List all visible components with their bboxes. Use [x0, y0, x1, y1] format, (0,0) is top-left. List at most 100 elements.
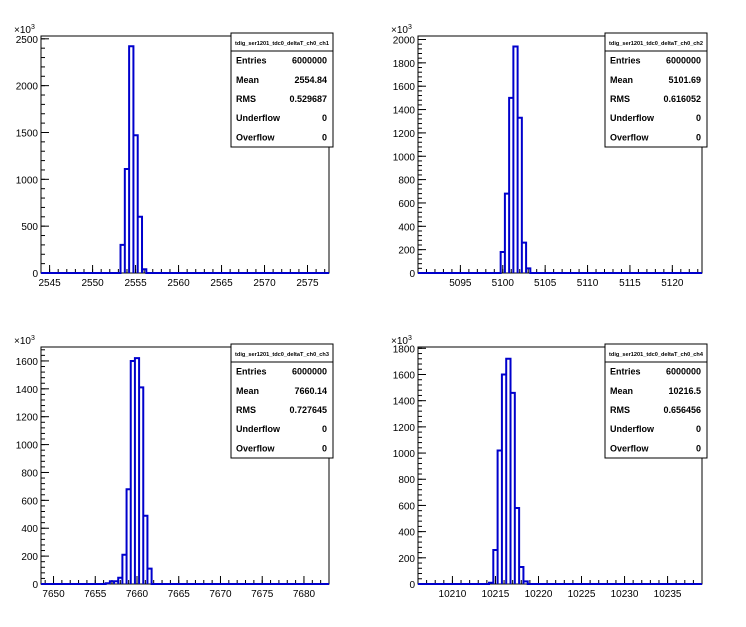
y-tick-label: 0: [409, 580, 415, 591]
y-tick-label: 0: [32, 269, 38, 280]
x-tick-label: 10235: [654, 589, 682, 600]
y-tick-label: 1000: [393, 152, 416, 163]
stats-value: 0.529687: [289, 94, 327, 104]
y-tick-label: 1200: [16, 413, 39, 424]
stats-label: Overflow: [610, 443, 650, 453]
stats-label: RMS: [610, 94, 630, 104]
y-tick-label: 400: [398, 222, 415, 233]
y-tick-label: 800: [398, 475, 415, 486]
y-exponent-label: ×103: [391, 335, 412, 347]
stats-value: 0: [322, 132, 327, 142]
stats-label: Underflow: [610, 424, 655, 434]
histogram-panel-1: 2545 2550 2555 2560 2565 2570 2575 0 500 1000 1500…: [14, 24, 334, 289]
y-tick-label: 600: [21, 496, 38, 507]
stats-box: tdig_ser1201_tdc0_deltaT_ch0_ch4 Entries 6…: [604, 343, 708, 459]
x-tick-label: 7655: [84, 589, 107, 600]
y-tick-label: 1800: [393, 59, 416, 70]
stats-label: Mean: [610, 75, 633, 85]
x-tick-label: 10220: [525, 589, 553, 600]
stats-value: 6000000: [666, 367, 701, 377]
x-tick-label: 10225: [568, 589, 596, 600]
y-tick-label: 1600: [393, 370, 416, 381]
histogram-series-line: [418, 45, 702, 274]
stats-value: 0: [322, 443, 327, 453]
x-tick-label: 2570: [253, 278, 276, 289]
y-tick-label: 2500: [16, 35, 39, 46]
x-tick-label: 5095: [449, 278, 472, 289]
y-tick-label: 1000: [16, 441, 39, 452]
y-exponent-label: ×103: [391, 24, 412, 36]
histogram-panel-4: 10210 10215 10220 10225 10230 10235 0 200 400 600…: [391, 335, 708, 600]
stats-label: Entries: [236, 367, 267, 377]
stats-label: Entries: [610, 56, 641, 66]
y-tick-label: 1200: [393, 129, 416, 140]
stats-box-frame: [230, 343, 334, 459]
x-tick-label: 2550: [81, 278, 104, 289]
y-exponent-sup: 3: [31, 335, 35, 342]
stats-value: 0: [696, 443, 701, 453]
stats-label: RMS: [236, 405, 256, 415]
x-tick-label: 10215: [482, 589, 510, 600]
stats-box-frame: [604, 343, 708, 459]
stats-label: Underflow: [610, 113, 655, 123]
y-tick-label: 1000: [16, 175, 39, 186]
stats-label: Entries: [610, 367, 641, 377]
stats-label: Mean: [236, 75, 259, 85]
y-tick-label: 200: [21, 552, 38, 563]
stats-label: Mean: [236, 386, 259, 396]
x-tick-label: 7680: [293, 589, 316, 600]
y-tick-label: 1500: [16, 128, 39, 139]
stats-value: 0: [322, 113, 327, 123]
histogram-name: tdig_ser1201_tdc0_deltaT_ch0_ch4: [609, 352, 704, 358]
stats-value: 0: [696, 424, 701, 434]
histogram-panel-2: 5095 5100 5105 5110 5115 5120 0 200 400 600 800 100…: [391, 24, 708, 289]
y-tick-label: 1400: [393, 397, 416, 408]
stats-label: Overflow: [236, 132, 276, 142]
stats-value: 6000000: [666, 56, 701, 66]
stats-label: Mean: [610, 386, 633, 396]
histogram-series-line: [41, 357, 329, 585]
stats-box-frame: [230, 32, 334, 148]
y-tick-label: 0: [32, 580, 38, 591]
x-tick-label: 2555: [124, 278, 147, 289]
y-tick-label: 1400: [393, 106, 416, 117]
y-tick-label: 0: [409, 269, 415, 280]
histogram-name: tdig_ser1201_tdc0_deltaT_ch0_ch1: [235, 41, 329, 47]
x-tick-label: 2560: [167, 278, 190, 289]
y-exponent-label: ×103: [14, 24, 35, 36]
y-tick-label: 400: [21, 524, 38, 535]
stats-label: RMS: [610, 405, 630, 415]
x-tick-label: 7665: [168, 589, 191, 600]
stats-value: 0: [696, 132, 701, 142]
x-tick-label: 2565: [210, 278, 233, 289]
stats-box: tdig_ser1201_tdc0_deltaT_ch0_ch3 Entries 6…: [230, 343, 334, 459]
x-tick-label: 10230: [611, 589, 639, 600]
histogram-series-line: [41, 45, 329, 274]
y-tick-label: 600: [398, 501, 415, 512]
y-tick-label: 1200: [393, 423, 416, 434]
stats-label: Underflow: [236, 113, 281, 123]
stats-value: 6000000: [292, 56, 327, 66]
stats-value: 6000000: [292, 367, 327, 377]
x-tick-label: 5105: [534, 278, 557, 289]
y-tick-label: 1800: [393, 344, 416, 355]
stats-value: 7660.14: [294, 386, 327, 396]
stats-value: 0: [322, 424, 327, 434]
x-tick-label: 7675: [251, 589, 274, 600]
histogram-series-line: [418, 357, 702, 585]
stats-value: 0.727645: [289, 405, 327, 415]
y-tick-label: 600: [398, 199, 415, 210]
histogram-name: tdig_ser1201_tdc0_deltaT_ch0_ch3: [235, 352, 329, 358]
stats-label: Underflow: [236, 424, 281, 434]
histogram-panel-3: 7650 7655 7660 7665 7670 7675 7680 0 200 400 600 80…: [14, 335, 334, 600]
y-tick-label: 400: [398, 528, 415, 539]
y-tick-label: 2000: [16, 82, 39, 93]
y-tick-label: 2000: [393, 36, 416, 47]
y-tick-label: 1400: [16, 385, 39, 396]
y-exponent-label: ×103: [14, 335, 35, 347]
stats-value: 5101.69: [668, 75, 701, 85]
stats-box: tdig_ser1201_tdc0_deltaT_ch0_ch1 Entries 6…: [230, 32, 334, 148]
stats-box-frame: [604, 32, 708, 148]
x-tick-label: 5115: [619, 278, 641, 289]
